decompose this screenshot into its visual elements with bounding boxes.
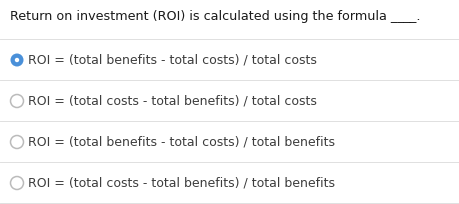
Text: ROI = (total benefits - total costs) / total benefits: ROI = (total benefits - total costs) / t…: [28, 135, 335, 149]
Text: Return on investment (ROI) is calculated using the formula ____.: Return on investment (ROI) is calculated…: [10, 10, 420, 23]
Circle shape: [15, 58, 19, 62]
Circle shape: [11, 53, 23, 67]
Text: ROI = (total costs - total benefits) / total costs: ROI = (total costs - total benefits) / t…: [28, 94, 317, 108]
Text: ROI = (total benefits - total costs) / total costs: ROI = (total benefits - total costs) / t…: [28, 53, 317, 67]
Text: ROI = (total costs - total benefits) / total benefits: ROI = (total costs - total benefits) / t…: [28, 176, 335, 190]
